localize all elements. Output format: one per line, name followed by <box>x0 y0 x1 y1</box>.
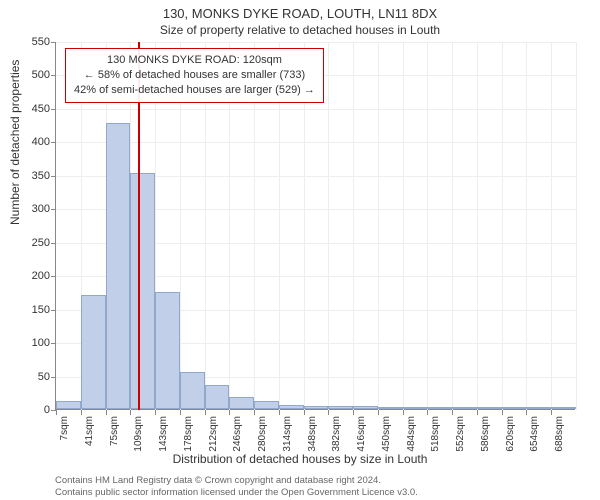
bar <box>155 292 180 409</box>
gridline-h <box>56 142 576 143</box>
bar <box>81 295 106 409</box>
y-tick <box>51 109 56 110</box>
x-tick <box>427 410 428 415</box>
gridline-v <box>403 42 404 410</box>
bar <box>180 372 205 409</box>
bar <box>502 407 527 409</box>
y-tick <box>51 75 56 76</box>
bar <box>229 397 254 409</box>
y-tick-label: 500 <box>10 69 50 81</box>
x-tick <box>353 410 354 415</box>
gridline-v <box>353 42 354 410</box>
gridline-v <box>427 42 428 410</box>
x-tick <box>378 410 379 415</box>
footer-line-2: Contains public sector information licen… <box>55 487 418 498</box>
y-tick <box>51 176 56 177</box>
annotation-line-1: 130 MONKS DYKE ROAD: 120sqm <box>74 53 315 68</box>
y-tick-label: 350 <box>10 170 50 182</box>
footer: Contains HM Land Registry data © Crown c… <box>55 475 418 498</box>
y-tick <box>51 243 56 244</box>
x-tick <box>254 410 255 415</box>
x-tick <box>205 410 206 415</box>
gridline-v <box>526 42 527 410</box>
y-tick-label: 300 <box>10 203 50 215</box>
x-tick <box>328 410 329 415</box>
chart: 7sqm41sqm75sqm109sqm143sqm178sqm212sqm24… <box>55 42 575 410</box>
bar <box>477 407 502 409</box>
x-axis-title: Distribution of detached houses by size … <box>0 452 600 466</box>
bar <box>328 406 353 409</box>
gridline-v <box>576 42 577 410</box>
gridline-h <box>56 109 576 110</box>
y-tick <box>51 343 56 344</box>
x-tick <box>106 410 107 415</box>
bar <box>205 385 230 409</box>
bar <box>378 407 403 409</box>
x-tick <box>477 410 478 415</box>
y-tick-label: 450 <box>10 103 50 115</box>
annotation-box: 130 MONKS DYKE ROAD: 120sqm ← 58% of det… <box>65 48 324 103</box>
gridline-v <box>551 42 552 410</box>
gridline-h <box>56 42 576 43</box>
x-tick <box>526 410 527 415</box>
gridline-v <box>378 42 379 410</box>
bar <box>452 407 477 409</box>
bar <box>403 407 428 409</box>
bar <box>526 407 551 409</box>
x-tick <box>304 410 305 415</box>
bar <box>551 407 576 409</box>
y-tick <box>51 42 56 43</box>
bar <box>254 401 279 409</box>
x-tick <box>130 410 131 415</box>
x-tick <box>279 410 280 415</box>
x-tick <box>229 410 230 415</box>
y-tick-label: 50 <box>10 371 50 383</box>
y-tick-label: 550 <box>10 36 50 48</box>
annotation-line-2: ← 58% of detached houses are smaller (73… <box>74 68 315 83</box>
x-tick <box>403 410 404 415</box>
bar <box>56 401 81 409</box>
x-tick <box>56 410 57 415</box>
gridline-v <box>477 42 478 410</box>
bar <box>304 406 329 409</box>
gridline-v <box>452 42 453 410</box>
bar <box>106 123 131 409</box>
x-tick <box>502 410 503 415</box>
x-tick <box>81 410 82 415</box>
annotation-line-3: 42% of semi-detached houses are larger (… <box>74 83 315 98</box>
y-tick <box>51 142 56 143</box>
page-subtitle: Size of property relative to detached ho… <box>0 21 600 37</box>
y-tick <box>51 310 56 311</box>
x-tick <box>551 410 552 415</box>
page-title: 130, MONKS DYKE ROAD, LOUTH, LN11 8DX <box>0 0 600 21</box>
bar <box>353 406 378 409</box>
y-tick-label: 150 <box>10 304 50 316</box>
y-tick <box>51 377 56 378</box>
footer-line-1: Contains HM Land Registry data © Crown c… <box>55 475 418 486</box>
y-tick-label: 0 <box>10 404 50 416</box>
gridline-v <box>328 42 329 410</box>
x-tick <box>180 410 181 415</box>
y-tick <box>51 276 56 277</box>
y-tick-label: 200 <box>10 270 50 282</box>
y-tick <box>51 209 56 210</box>
x-tick <box>452 410 453 415</box>
x-tick <box>155 410 156 415</box>
y-tick-label: 100 <box>10 337 50 349</box>
bar <box>279 405 304 409</box>
bar <box>427 407 452 409</box>
gridline-v <box>502 42 503 410</box>
y-tick-label: 400 <box>10 136 50 148</box>
y-tick-label: 250 <box>10 237 50 249</box>
bar <box>130 173 155 409</box>
